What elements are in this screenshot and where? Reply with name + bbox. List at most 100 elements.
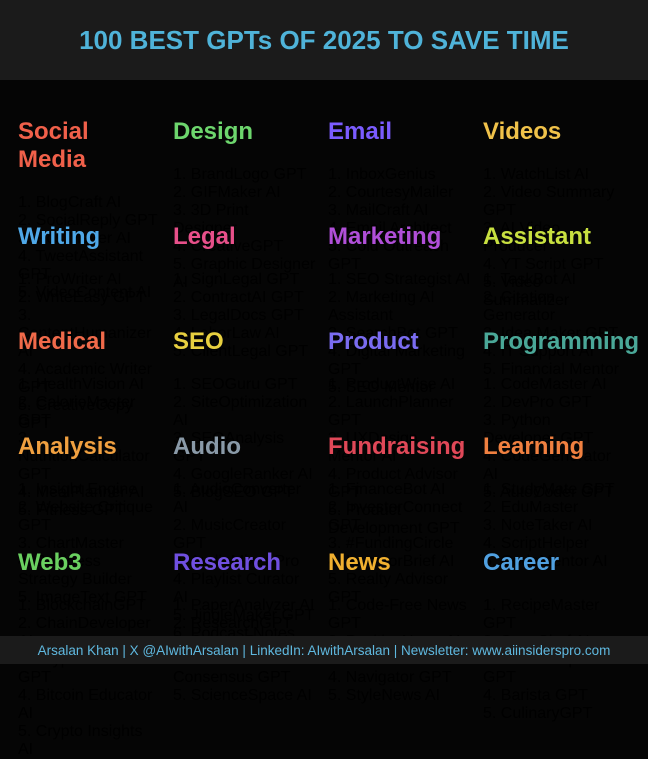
footer-text: Arsalan Khan | X @AIwithArsalan | Linked… [37, 642, 611, 658]
card-item: 1. HealthVision AI [18, 375, 145, 393]
card-title: Product [328, 327, 419, 355]
card-title: Assistant [483, 222, 592, 250]
card-title: Social Media [18, 117, 89, 173]
card-item: 3. UXDesign Mentor AI [328, 429, 418, 465]
card-item: 4. Business Strategy Builder [18, 552, 132, 588]
card-item: 5. SEO Mentor [328, 378, 434, 396]
card-item: 3. Idea Maker GPT [483, 324, 619, 342]
card-item: 5. Graphic Designer AI [173, 255, 316, 291]
card-item: 3. SEOAnalysis GPT [173, 429, 285, 465]
card-title: Web3 [18, 548, 82, 576]
card-item: 1. SEO Strategist AI [328, 270, 471, 288]
card-item: 1. BlockchainGPT [18, 596, 147, 614]
card-item: 2. Website Critique GPT [18, 498, 153, 534]
card-title: Learning [483, 432, 585, 460]
card-item: 5. Crypto Insights AI [18, 722, 143, 758]
category-card: Programming 1. CodeMaster AI 2. DevPro GPT… [483, 308, 640, 501]
card-item: 3. NoteTaker AI [483, 516, 593, 534]
card-title: Design [173, 117, 254, 145]
card-item: 5. BlogSEO GPT [173, 483, 294, 501]
category-card: Analysis 1. Insight Engine 2. Website Crit… [18, 413, 161, 606]
category-card: Writing 1. ProWriter AI 2. WriteEasy GPT 3.… [18, 203, 161, 432]
card-item: 2. CourtesyMailer [328, 183, 454, 201]
card-item: 5. StyleNews AI [328, 686, 441, 704]
category-card: Design 1. BrandLogo GPT 2. GIFMaker AI 3. 3… [173, 98, 316, 291]
card-item: 2. Citation Generator [483, 288, 556, 324]
card-item: 2. MusicCreator GPT [173, 516, 286, 552]
card-grid: Social Media 1. BlogCraft AI 2. SocialRepl… [18, 98, 640, 758]
card-title: Analysis [18, 432, 117, 460]
card-title: Medical [18, 327, 107, 355]
card-item: 5. Realty Advisor GPT [328, 570, 449, 606]
category-card: Videos 1. WatchList AI 2. Video Summary GP… [483, 98, 626, 309]
card-item: 5. ClientLegal GPT [173, 342, 309, 360]
footer: Arsalan Khan | X @AIwithArsalan | Linked… [0, 636, 648, 664]
card-title: Career [483, 548, 560, 576]
card-item: 3. ChartMaster [18, 534, 124, 552]
card-item: 5. CulinaryGPT [483, 704, 593, 722]
card-item: 3. ContentHumanizer AI [18, 306, 152, 360]
card-item: 1. TaskBot AI [483, 270, 577, 288]
category-card: Fundraising 1. FinanceBot AI 2. InvestorCo… [328, 413, 471, 606]
card-item: 4. Navigator GPT [328, 668, 452, 686]
card-item: 1. InboxGenius [328, 165, 436, 183]
card-item: 1. RecipeMaster GPT [483, 596, 600, 632]
card-item: 4. Academic Writer GPT [18, 360, 152, 396]
card-item: 5. ImageText GPT [18, 588, 147, 606]
card-item: 3. 3D Print Designer [173, 201, 249, 237]
card-title: Videos [483, 117, 562, 145]
card-item: 4. YT Script GPT [483, 255, 604, 273]
card-item: 4. ScriptHelper [483, 534, 589, 552]
card-item: 4. InvestorBrief AI [328, 552, 455, 570]
card-item: 5. AutoCoder GPT [483, 483, 614, 501]
card-item: 1. FinanceBot AI [328, 480, 446, 498]
card-item: 1. BlogCraft AI [18, 193, 122, 211]
card-item: 4. GoogleRanker AI [173, 465, 313, 483]
category-card: Audio 1. AudioConverter AI 2. MusicCreator… [173, 413, 316, 642]
card-item: 5. JingleMaker GPT [173, 606, 315, 624]
card-item: 1. SEOGuru GPT [173, 375, 298, 393]
category-card: Legal 1. SignLegal GPT 2. ContractAI GPT 3.… [173, 203, 316, 360]
card-item: 1. SignLegal GPT [173, 270, 300, 288]
card-item: 2. LaunchPlanner GPT [328, 393, 454, 429]
card-item: 3. MailCraft AI [328, 201, 429, 219]
card-title: Email [328, 117, 393, 145]
card-item: 4. TweetAssistant GPT [18, 247, 144, 283]
card-item: 1. ProductWise AI [328, 375, 456, 393]
header: 100 BEST GPTs OF 2025 TO SAVE TIME [0, 0, 648, 80]
card-title: SEO [173, 327, 224, 355]
card-item: 5. VideoContent AI [18, 283, 152, 301]
card-item: 5. Financial Mentor [483, 360, 620, 378]
card-item: 2. SiteOptimization AI [173, 393, 308, 429]
category-card: Marketing 1. SEO Strategist AI 2. Marketin… [328, 203, 471, 396]
card-item: 4. CreativeGPT [173, 237, 284, 255]
title: 100 BEST GPTs OF 2025 TO SAVE TIME [79, 24, 569, 55]
card-item: 5. CodeMentor AI [483, 552, 608, 570]
card-title: Programming [483, 327, 640, 355]
card-item: 2. WriteEasy GPT [18, 288, 146, 306]
card-item: 5. CreativeCopy GPT [18, 396, 133, 432]
card-item: 3. SearchBot GPT [328, 324, 458, 342]
category-card: Research 1. PaperAnalyzer AI 2. ResearchGP… [173, 529, 316, 704]
card-item: 1. Code-Free News GPT [328, 596, 467, 632]
card-item: 3. AI Video Producer [483, 219, 561, 255]
card-item: 4. CodeGenerator AI [483, 447, 612, 483]
card-item: 4. Digital Marketing GPT [328, 342, 465, 378]
card-item: 3. Python Developer GPT [483, 411, 594, 447]
card-item: 1. BrandLogo GPT [173, 165, 307, 183]
card-item: 2. ContractAI GPT [173, 288, 304, 306]
card-item: 4. MealPlanner AI [18, 483, 145, 501]
card-item: 2. EduMaster [483, 498, 579, 516]
category-card: Assistant 1. TaskBot AI 2. Citation Genera… [483, 203, 626, 378]
card-item: 3. LegalDocs GPT [173, 306, 304, 324]
category-card: Medical 1. HealthVision AI 2. CalorieMaste… [18, 308, 161, 519]
category-card: Product 1. ProductWise AI 2. LaunchPlanner… [328, 308, 471, 537]
card-item: 4. IT Support AI [483, 342, 594, 360]
card-title: Audio [173, 432, 241, 460]
card-item: 1. CodeMaster AI [483, 375, 607, 393]
category-card: SEO 1. SEOGuru GPT 2. SiteOptimization AI 3… [173, 308, 316, 501]
card-item: 1. ProWriter AI [18, 270, 122, 288]
card-item: 2. DevPro GPT [483, 393, 592, 411]
